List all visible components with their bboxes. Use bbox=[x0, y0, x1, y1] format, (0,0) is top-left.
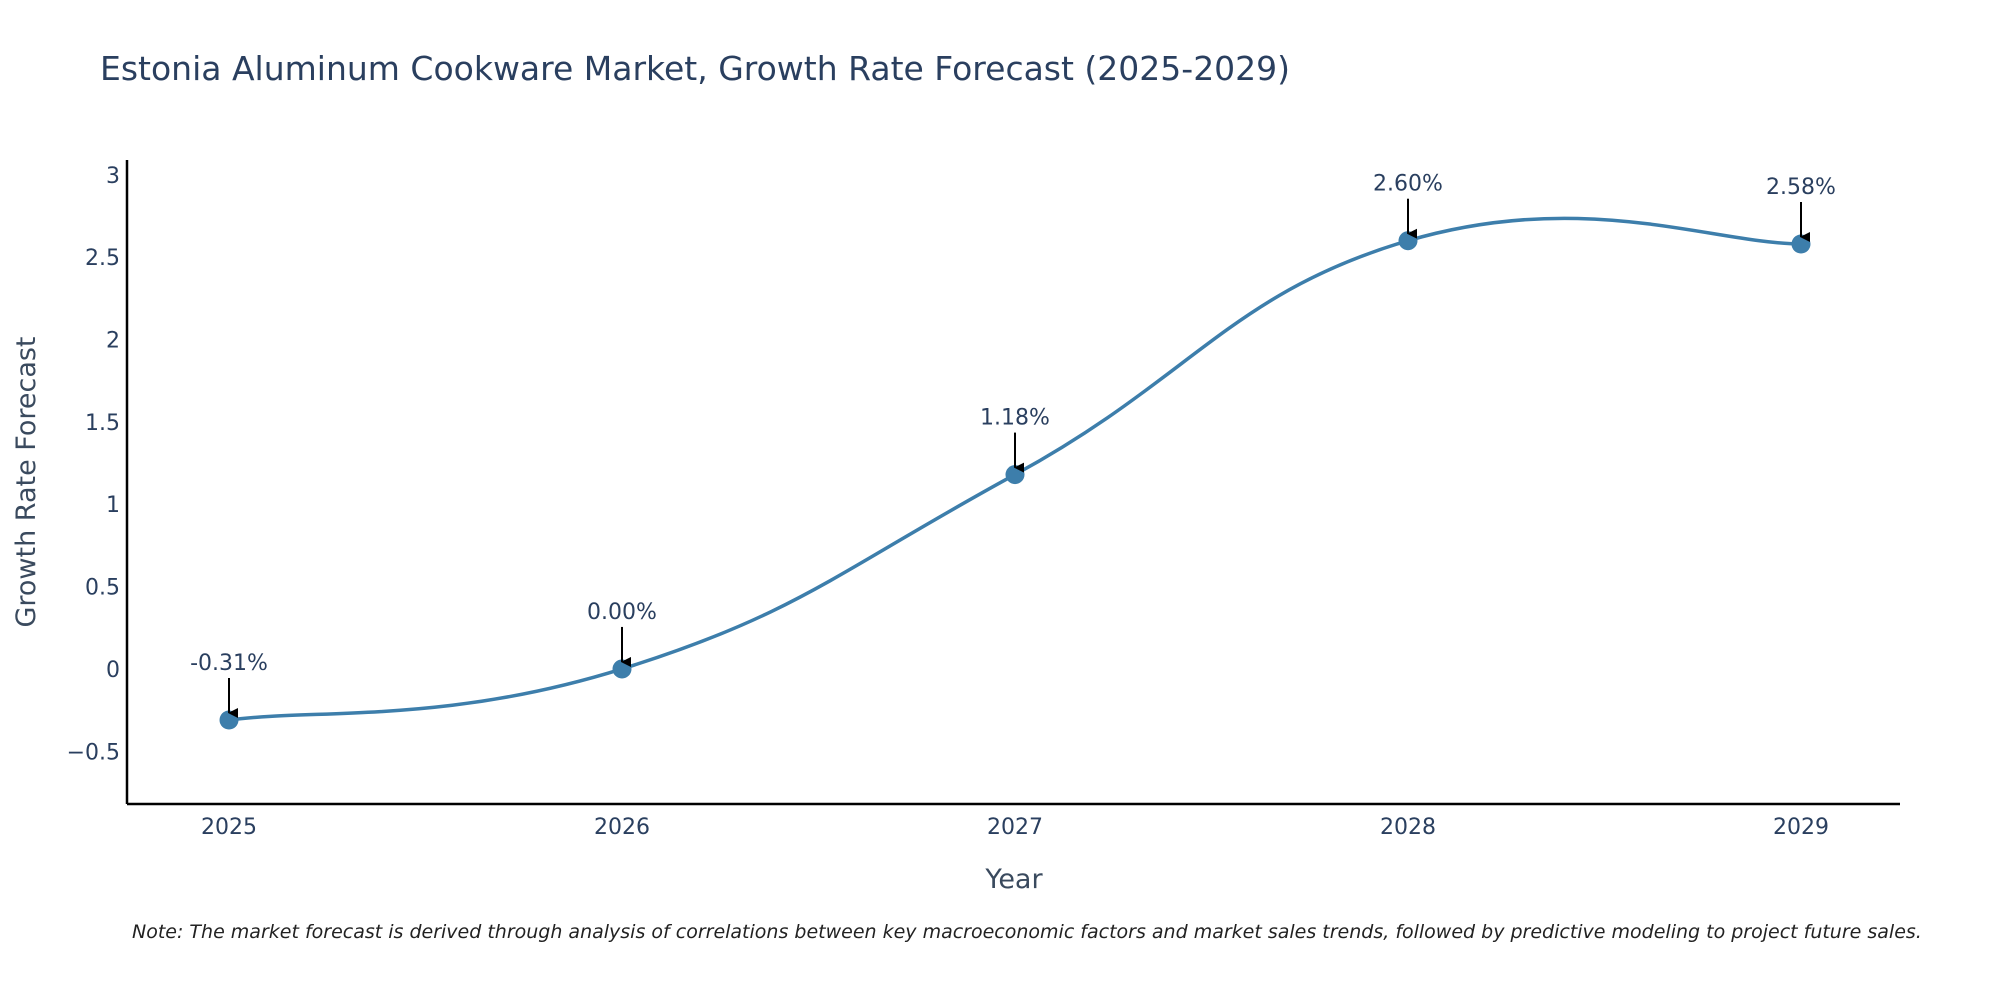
data-annotations: -0.31% 0.00% 1.18% 2.60% 2.58% bbox=[190, 172, 1836, 718]
x-tick-label: 2025 bbox=[201, 815, 257, 840]
x-tick-labels: 2025 2026 2027 2028 2029 bbox=[201, 815, 1829, 840]
x-tick-label: 2028 bbox=[1380, 815, 1436, 840]
data-point bbox=[1791, 234, 1811, 254]
axes bbox=[125, 160, 1900, 806]
y-tick-label: 1.5 bbox=[85, 411, 120, 436]
y-tick-label: −0.5 bbox=[67, 740, 120, 765]
footnote: Note: The market forecast is derived thr… bbox=[132, 921, 1922, 943]
y-axis-title: Growth Rate Forecast bbox=[11, 336, 42, 627]
y-tick-label: 2.5 bbox=[85, 246, 120, 271]
x-tick-label: 2029 bbox=[1773, 815, 1829, 840]
x-axis-title: Year bbox=[984, 864, 1043, 895]
data-label: -0.31% bbox=[190, 651, 268, 676]
data-point bbox=[219, 710, 239, 730]
data-label: 2.58% bbox=[1766, 175, 1836, 200]
data-point bbox=[1005, 465, 1025, 485]
y-tick-label: 3 bbox=[106, 164, 120, 189]
y-tick-label: 0 bbox=[106, 658, 120, 683]
data-point bbox=[1398, 231, 1418, 251]
x-tick-label: 2027 bbox=[987, 815, 1043, 840]
y-tick-label: 0.5 bbox=[85, 576, 120, 601]
x-tick-label: 2026 bbox=[594, 815, 650, 840]
data-label: 0.00% bbox=[587, 600, 657, 625]
data-label: 2.60% bbox=[1373, 172, 1443, 197]
data-points bbox=[219, 231, 1811, 730]
data-label: 1.18% bbox=[980, 406, 1050, 431]
chart-title: Estonia Aluminum Cookware Market, Growth… bbox=[100, 49, 1290, 88]
y-tick-labels: −0.5 0 0.5 1 1.5 2 2.5 3 bbox=[67, 164, 120, 765]
y-tick-label: 1 bbox=[106, 493, 120, 518]
y-tick-label: 2 bbox=[106, 329, 120, 354]
data-point bbox=[612, 659, 632, 679]
